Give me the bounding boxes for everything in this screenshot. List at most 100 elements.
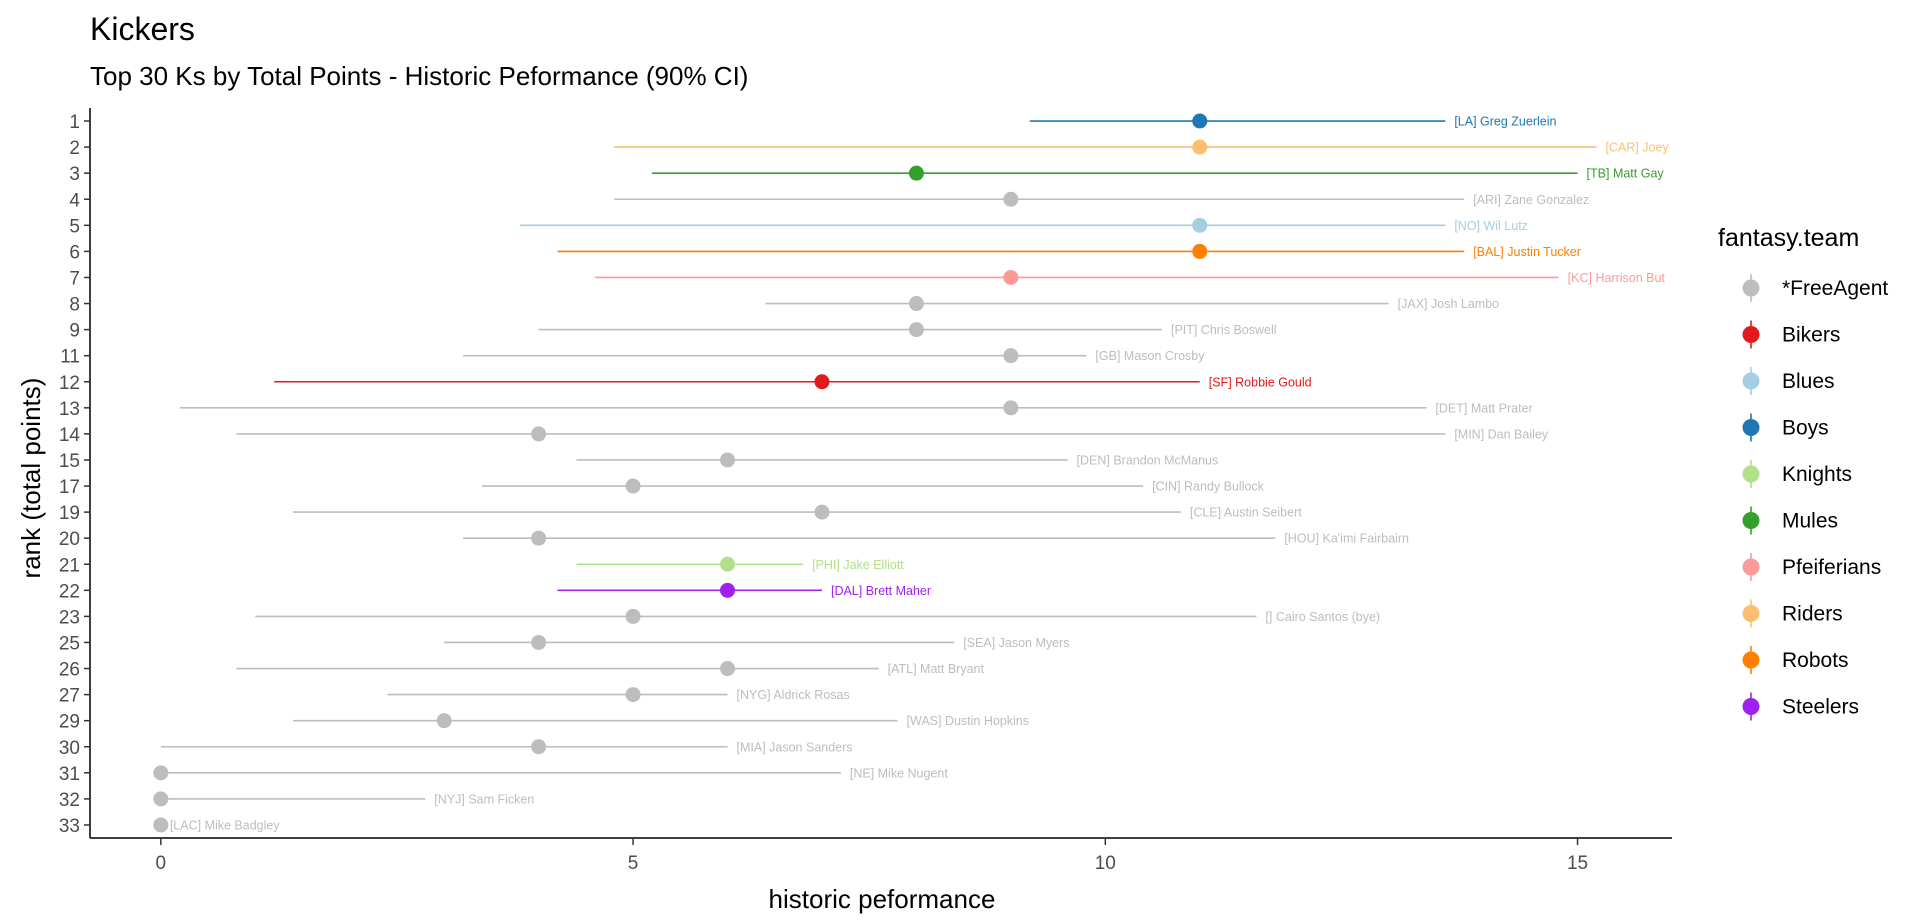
data-point <box>908 296 924 312</box>
y-tick-label: 7 <box>69 268 80 289</box>
data-point <box>1003 400 1019 416</box>
y-tick-label: 30 <box>59 738 80 759</box>
point-label: [NYG] Aldrick Rosas <box>737 688 850 702</box>
x-tick-label: 15 <box>1567 853 1588 874</box>
legend-title: fantasy.team <box>1718 224 1859 252</box>
y-tick-label: 26 <box>59 660 80 681</box>
y-tick-label: 8 <box>69 295 80 316</box>
y-tick-label: 13 <box>59 399 80 420</box>
x-tick-label: 10 <box>1095 853 1116 874</box>
y-tick-label: 21 <box>59 555 80 576</box>
chart-title: Kickers <box>90 11 195 47</box>
x-tick-label: 0 <box>156 853 167 874</box>
legend-key-dot <box>1742 465 1760 483</box>
legend-label: Riders <box>1782 603 1843 626</box>
data-point <box>531 739 547 755</box>
point-label: [LA] Greg Zuerlein <box>1454 115 1556 129</box>
chart-subtitle: Top 30 Ks by Total Points - Historic Pef… <box>90 61 748 91</box>
y-tick-label: 4 <box>69 190 80 211</box>
legend-key-dot <box>1742 279 1760 297</box>
data-point <box>1192 243 1208 259</box>
point-label: [ATL] Matt Bryant <box>888 662 985 676</box>
legend-label: Pfeiferians <box>1782 556 1881 579</box>
data-point <box>436 713 452 729</box>
y-tick-label: 23 <box>59 607 80 628</box>
data-point <box>153 817 169 833</box>
legend-label: Blues <box>1782 370 1835 393</box>
y-tick-label: 22 <box>59 581 80 602</box>
legend: fantasy.team *FreeAgent Bikers Blues Boys Kn… <box>1718 224 1888 721</box>
y-tick-label: 32 <box>59 790 80 811</box>
y-tick-label: 1 <box>69 112 80 133</box>
legend-label: Knights <box>1782 463 1852 486</box>
data-point <box>153 765 169 781</box>
y-tick-label: 25 <box>59 633 80 654</box>
point-label: [WAS] Dustin Hopkins <box>907 714 1029 728</box>
data-point <box>720 582 736 598</box>
point-label: [PHI] Jake Elliott <box>812 558 904 572</box>
y-tick-label: 27 <box>59 686 80 707</box>
point-label: [CLE] Austin Seibert <box>1190 506 1302 520</box>
point-label: [GB] Mason Crosby <box>1095 349 1205 363</box>
point-label: [DAL] Brett Maher <box>831 584 931 598</box>
legend-key-dot <box>1742 698 1760 715</box>
data-point <box>625 608 641 624</box>
legend-key-dot <box>1742 651 1760 669</box>
data-point <box>531 530 547 546</box>
point-label: [DEN] Brandon McManus <box>1077 453 1219 467</box>
y-tick-label: 33 <box>59 816 80 837</box>
data-point <box>625 687 641 703</box>
data-point <box>153 791 169 807</box>
point-label: [TB] Matt Gay <box>1587 167 1665 181</box>
y-tick-label: 20 <box>59 529 80 550</box>
point-label: [JAX] Josh Lambo <box>1398 297 1499 311</box>
data-point <box>814 374 830 390</box>
point-label: [] Cairo Santos (bye) <box>1265 610 1380 624</box>
legend-label: Boys <box>1782 417 1829 440</box>
x-axis-title: historic peformance <box>769 884 996 914</box>
point-label: [BAL] Justin Tucker <box>1473 245 1581 259</box>
legend-key-dot <box>1742 419 1760 436</box>
point-label: [CAR] Joey <box>1605 141 1669 155</box>
y-axis-title: rank (total points) <box>16 378 46 579</box>
point-label: [NO] Wil Lutz <box>1454 219 1528 233</box>
point-label: [LAC] Mike Badgley <box>170 818 281 832</box>
y-tick-label: 14 <box>59 425 81 446</box>
y-tick-label: 9 <box>69 321 80 342</box>
point-label: [PIT] Chris Boswell <box>1171 323 1277 337</box>
data-point <box>720 556 736 572</box>
point-label: [SEA] Jason Myers <box>963 636 1069 650</box>
y-tick-label: 2 <box>69 138 80 159</box>
data-point <box>531 634 547 650</box>
plot-area: 0 5 10 151234567891112131415171920212223252… <box>59 108 1672 874</box>
legend-label: Mules <box>1782 510 1838 533</box>
point-label: [MIA] Jason Sanders <box>737 740 853 754</box>
y-tick-label: 19 <box>59 503 80 524</box>
y-tick-label: 17 <box>59 477 80 498</box>
x-tick-label: 5 <box>628 853 639 874</box>
legend-key-dot <box>1742 326 1760 343</box>
point-label: [NE] Mike Nugent <box>850 766 948 780</box>
data-point <box>908 322 924 338</box>
legend-label: Robots <box>1782 649 1849 672</box>
data-point <box>1003 348 1019 364</box>
data-point <box>1192 217 1208 233</box>
y-tick-label: 6 <box>69 242 80 263</box>
point-label: [HOU] Ka'imi Fairbairn <box>1284 532 1409 546</box>
legend-key-dot <box>1742 372 1760 390</box>
y-tick-label: 12 <box>59 373 80 394</box>
data-point <box>1003 269 1019 285</box>
point-label: [DET] Matt Prater <box>1435 401 1532 415</box>
data-point <box>814 504 830 520</box>
y-tick-label: 3 <box>69 164 80 185</box>
legend-label: *FreeAgent <box>1782 277 1888 300</box>
point-label: [SF] Robbie Gould <box>1209 375 1312 389</box>
y-tick-label: 31 <box>59 764 80 785</box>
point-label: [NYJ] Sam Ficken <box>434 792 534 806</box>
data-point <box>531 426 547 442</box>
point-label: [ARI] Zane Gonzalez <box>1473 193 1589 207</box>
data-point <box>1192 139 1208 155</box>
y-tick-label: 29 <box>59 712 80 733</box>
legend-label: Bikers <box>1782 324 1840 347</box>
